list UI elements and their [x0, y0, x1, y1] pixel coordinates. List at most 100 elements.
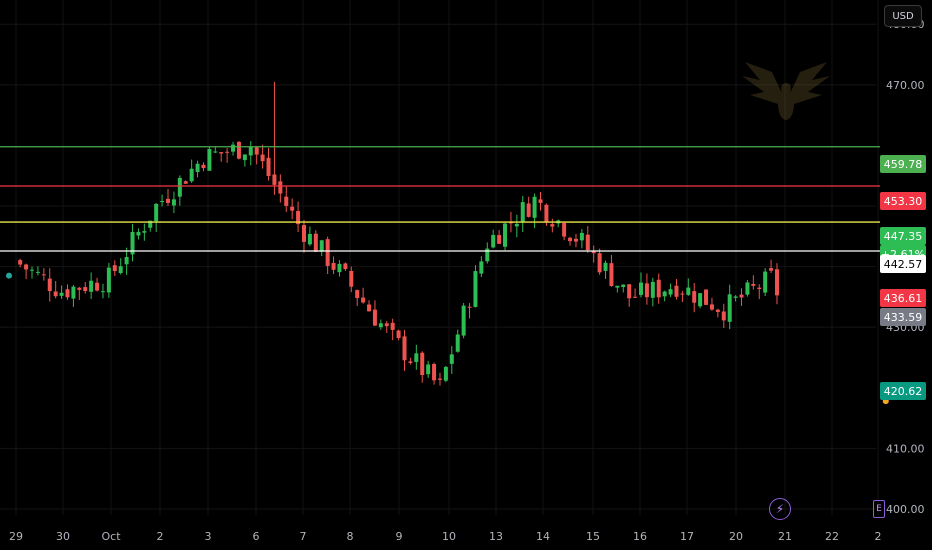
candle-down: [704, 289, 709, 306]
candle-up: [579, 228, 584, 249]
candle-up: [195, 160, 200, 178]
time-tick-label: 22: [825, 530, 839, 543]
candle-down: [709, 297, 714, 311]
candle-down: [420, 351, 425, 383]
time-tick-label: 29: [9, 530, 23, 543]
candle-up: [189, 159, 194, 183]
time-tick-label: 2: [875, 530, 882, 543]
candle-up: [136, 228, 141, 240]
candle-down: [644, 273, 649, 305]
time-tick-label: 15: [586, 530, 600, 543]
time-tick-label: 10: [442, 530, 456, 543]
candle-down: [225, 148, 230, 163]
candle-up: [763, 268, 768, 297]
lightning-icon[interactable]: ⚡: [769, 498, 791, 520]
candle-down: [24, 263, 29, 280]
candle-down: [77, 286, 82, 300]
candle-up: [106, 262, 111, 298]
time-tick-label: 16: [633, 530, 647, 543]
candle-down: [538, 191, 543, 211]
time-tick-label: 13: [489, 530, 503, 543]
candle-up: [514, 214, 519, 238]
candle-up: [485, 242, 490, 264]
price-label: 420.62: [880, 382, 926, 400]
candle-up: [177, 175, 182, 206]
time-tick-label: 21: [778, 530, 792, 543]
candle-up: [698, 292, 703, 309]
candle-up: [426, 360, 431, 378]
candle-down: [18, 258, 23, 268]
candle-down: [272, 81, 277, 195]
candle-down: [266, 148, 271, 181]
candle-up: [213, 147, 218, 154]
candle-up: [727, 284, 732, 330]
candle-down: [609, 254, 614, 287]
time-axis[interactable]: 29 30 Oct 2 3 6 7 8 9 10 13 14 15 16 17 20 21 22 2: [9, 530, 882, 543]
candle-down: [550, 218, 555, 233]
candle-up: [479, 256, 484, 277]
candle-up: [242, 154, 247, 167]
candle-up: [650, 277, 655, 307]
candle-up: [124, 247, 129, 275]
candle-down: [633, 288, 638, 299]
candle-up: [461, 302, 466, 339]
candle-down: [53, 281, 58, 299]
candle-up: [603, 260, 608, 279]
candle-down: [390, 318, 395, 341]
candle-down: [432, 362, 437, 385]
candle-up: [59, 285, 64, 299]
candle-down: [65, 284, 70, 300]
marker-dot: [6, 272, 12, 279]
candle-up: [745, 280, 750, 297]
time-tick-label: 2: [157, 530, 164, 543]
candle-up: [171, 191, 176, 214]
candle-up: [668, 283, 673, 298]
candle-down: [254, 146, 259, 165]
candle-down: [757, 284, 762, 300]
price-label: 433.59: [880, 308, 926, 326]
candle-up: [449, 346, 454, 374]
calendar-icon[interactable]: E: [873, 500, 885, 518]
candle-up: [491, 229, 496, 249]
candle-down: [41, 268, 46, 281]
time-tick-label: 3: [205, 530, 212, 543]
candle-down: [591, 245, 596, 263]
candle-down: [715, 308, 720, 318]
candle-up: [248, 140, 253, 166]
candle-up: [142, 223, 147, 241]
price-label: 459.78: [880, 155, 926, 173]
candle-up: [639, 272, 644, 298]
candle-up: [556, 219, 561, 228]
time-tick-label: 30: [56, 530, 70, 543]
candle-up: [337, 260, 342, 277]
price-tick-label: 470.00: [886, 79, 925, 92]
candle-down: [774, 263, 779, 305]
time-tick-label: 6: [253, 530, 260, 543]
currency-button[interactable]: USD: [884, 5, 922, 27]
time-tick-label: 7: [300, 530, 307, 543]
candle-up: [307, 226, 312, 247]
candle-up: [319, 239, 324, 257]
candle-down: [83, 281, 88, 294]
candle-up: [621, 284, 626, 293]
candle-up: [35, 266, 40, 276]
candle-up: [615, 285, 620, 293]
candle-down: [355, 289, 360, 307]
candle-down: [372, 300, 377, 326]
candle-down: [656, 273, 661, 304]
candle-down: [166, 189, 171, 206]
candle-down: [313, 230, 318, 253]
candle-up: [71, 284, 76, 307]
horizontal-levels: [0, 146, 880, 252]
candle-down: [260, 144, 265, 169]
candle-down: [597, 248, 602, 275]
candle-up: [455, 329, 460, 353]
price-label: 447.35: [880, 227, 926, 245]
candle-down: [585, 226, 590, 253]
candle-down: [219, 152, 224, 162]
candle-down: [296, 201, 301, 232]
candle-up: [686, 278, 691, 296]
candle-up: [443, 365, 448, 383]
candle-down: [396, 329, 401, 341]
